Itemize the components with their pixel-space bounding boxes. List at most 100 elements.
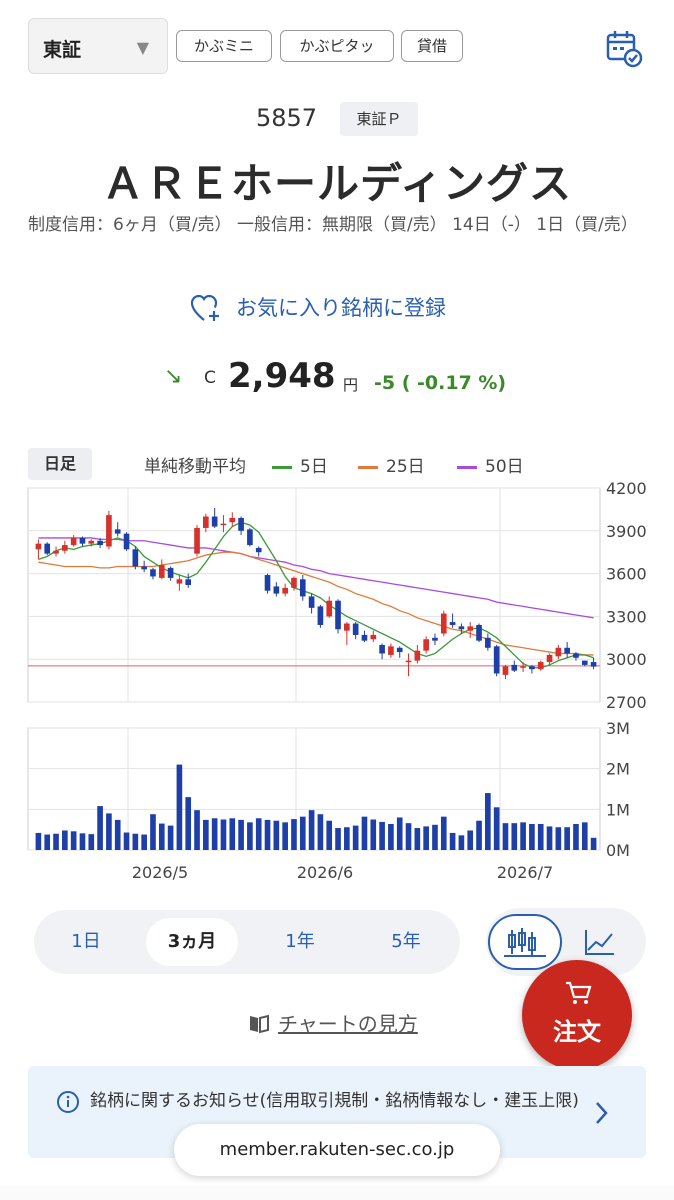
ma25-line	[38, 551, 594, 656]
candle-body	[546, 654, 553, 663]
candle-body	[361, 634, 368, 641]
price-tick-label: 4200	[606, 480, 647, 498]
volume-bar	[158, 823, 165, 850]
candle-body	[458, 626, 465, 630]
stock-name: ＡＲＥホールディングス	[101, 159, 573, 208]
candle-body	[511, 664, 518, 671]
candle-body	[282, 587, 288, 594]
volume-bar	[273, 820, 280, 850]
candle-body	[150, 569, 156, 577]
chip-kabupita[interactable]: かぶピタッ	[280, 30, 394, 62]
order-button[interactable]: 注文	[522, 960, 632, 1070]
volume-bar	[361, 816, 368, 850]
volume-bar	[141, 834, 147, 850]
price-tick-label: 3600	[606, 565, 647, 584]
candlestick-chart-button[interactable]	[488, 914, 562, 970]
candle-body	[414, 650, 421, 661]
candle-body	[370, 634, 377, 640]
volume-bar	[520, 822, 526, 850]
volume-bar	[440, 816, 447, 850]
stock-chart[interactable]: 4200 3900 3600 3300 3000 2700 3M 2M 1M 0M 2026/5 20…	[0, 480, 674, 890]
volume-bar	[203, 819, 209, 850]
date-tick-label: 2026/5	[132, 863, 188, 882]
chip-kabumini[interactable]: かぶミニ	[176, 30, 272, 62]
volume-bar	[255, 818, 262, 850]
candle-body	[590, 662, 597, 667]
volume-bar	[573, 823, 579, 850]
candle-body	[432, 637, 438, 641]
url-bar[interactable]: member.rakuten-sec.co.jp	[174, 1124, 500, 1176]
chart-tab-daily[interactable]: 日足	[28, 448, 92, 480]
volume-bar	[123, 832, 130, 850]
candle-body	[123, 533, 130, 550]
volume-bar	[264, 819, 271, 850]
candle-body	[53, 550, 59, 554]
candle-body	[176, 579, 183, 584]
volume-bar	[238, 819, 244, 850]
period-1y[interactable]: 1年	[285, 931, 315, 952]
chip-taishaku[interactable]: 貸借	[401, 30, 463, 62]
volume-bar	[167, 825, 174, 850]
volume-bar	[379, 821, 385, 850]
volume-bar	[502, 823, 509, 850]
volume-bar	[388, 823, 394, 850]
volume-bar	[308, 810, 315, 850]
period-selector: 1日 3ヵ月 1年 5年	[34, 910, 460, 974]
volume-bar	[79, 833, 86, 850]
candle-body	[238, 517, 244, 531]
volume-bar	[511, 823, 518, 850]
candle-body	[211, 516, 218, 527]
volume-bar	[229, 818, 236, 850]
volume-bar	[62, 830, 68, 850]
price-tick-label: 3900	[606, 522, 647, 541]
volume-bar	[176, 764, 183, 850]
legend-ma25: 25日	[358, 452, 425, 477]
line-chart-button[interactable]	[570, 914, 644, 970]
legend-ma50: 50日	[457, 452, 524, 477]
volume-bar	[537, 823, 544, 850]
candle-body	[352, 623, 359, 635]
candle-body	[476, 624, 482, 641]
candle-body	[502, 666, 509, 675]
period-5y[interactable]: 5年	[391, 931, 421, 952]
candle-body	[141, 566, 147, 570]
volume-bar	[53, 833, 59, 850]
period-3m[interactable]: 3ヵ月	[146, 918, 238, 966]
volume-bar	[590, 837, 597, 850]
favorite-label: お気に入り銘柄に登録	[236, 296, 446, 320]
candle-body	[326, 600, 333, 617]
candle-body	[440, 613, 447, 634]
candlestick-icon	[504, 928, 546, 957]
candle-body	[423, 639, 429, 651]
volume-bar	[291, 819, 297, 850]
candle-body	[449, 622, 456, 625]
candle-body	[132, 549, 139, 567]
notice-text: 銘柄に関するお知らせ(信用取引規制・銘柄情報なし・建玉上限)	[90, 1091, 579, 1111]
candle-body	[344, 623, 350, 631]
ma50-line	[38, 537, 594, 619]
market-select-value: 東証	[43, 39, 82, 61]
market-select[interactable]: 東証 ▼	[28, 18, 168, 74]
volume-bar	[211, 818, 218, 850]
candle-body	[564, 647, 570, 654]
info-icon	[57, 1091, 79, 1113]
volume-bar	[220, 819, 227, 850]
chart-type-selector	[486, 908, 646, 976]
period-1d[interactable]: 1日	[71, 931, 101, 952]
stock-code: 5857	[256, 104, 318, 132]
volume-bar	[185, 797, 192, 850]
volume-bar	[106, 813, 112, 850]
volume-bar	[247, 822, 253, 850]
candle-body	[529, 666, 535, 670]
candle-body	[581, 660, 588, 665]
calendar-check-icon[interactable]	[604, 28, 644, 68]
candle-body	[379, 644, 385, 654]
candle-body	[62, 545, 68, 551]
date-tick-label: 2026/7	[497, 863, 553, 882]
candle-body	[106, 515, 112, 547]
volume-tick-label: 1M	[606, 800, 630, 819]
chevron-right-icon	[596, 1102, 608, 1124]
volume-bar	[555, 827, 562, 850]
book-icon	[250, 1014, 269, 1034]
price-unit: 円	[343, 376, 359, 394]
